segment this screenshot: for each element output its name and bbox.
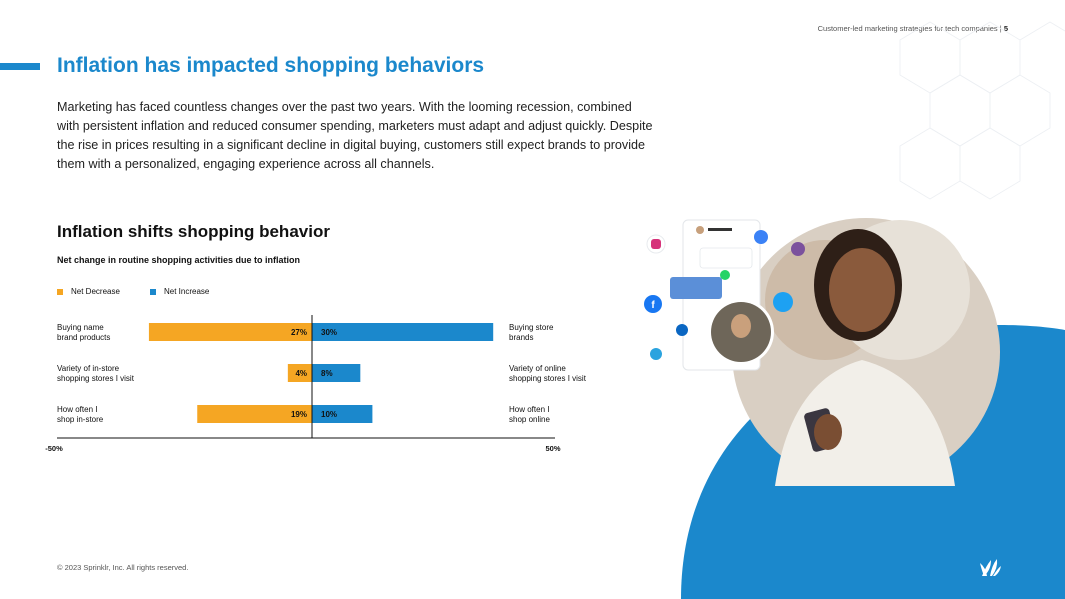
legend-swatch-decrease bbox=[57, 288, 63, 295]
bar-increase bbox=[312, 405, 373, 423]
svg-text:f: f bbox=[651, 300, 655, 311]
row-label-right: How often I bbox=[509, 405, 549, 414]
row-label-left: brand products bbox=[57, 333, 110, 342]
chart-subtitle: Net change in routine shopping activitie… bbox=[57, 255, 301, 265]
intro-paragraph: Marketing has faced countless changes ov… bbox=[57, 100, 653, 171]
row-label-left: How often I bbox=[57, 405, 97, 414]
bar-decrease bbox=[197, 405, 312, 423]
row-label-right: shop online bbox=[509, 415, 550, 424]
photo-woman-phone bbox=[732, 218, 1000, 486]
linkedin-icon bbox=[676, 324, 688, 336]
legend-label-decrease: Net Decrease bbox=[71, 287, 120, 296]
data-label-increase: 10% bbox=[321, 410, 337, 419]
legend-swatch-increase bbox=[150, 288, 156, 295]
twitter-icon bbox=[773, 292, 793, 312]
data-label-decrease: 19% bbox=[291, 410, 307, 419]
decorative-illustration: f bbox=[644, 21, 1065, 599]
messenger-icon bbox=[754, 230, 768, 244]
data-label-increase: 30% bbox=[321, 328, 337, 337]
row-label-right: brands bbox=[509, 333, 533, 342]
hex-pattern bbox=[899, 21, 1065, 200]
legend-net-increase: Net Increase bbox=[150, 287, 209, 296]
row-label-right: Buying store bbox=[509, 323, 554, 332]
chart-title: Inflation shifts shopping behavior bbox=[57, 222, 330, 241]
legend-net-decrease: Net Decrease bbox=[57, 287, 120, 296]
bar-increase bbox=[312, 364, 361, 382]
chat-app-mockup bbox=[670, 219, 774, 371]
bar-decrease bbox=[148, 323, 312, 341]
row-label-left: shopping stores I visit bbox=[57, 374, 135, 383]
bar-decrease bbox=[287, 364, 312, 382]
x-tick-label: -50% bbox=[45, 444, 63, 453]
title-accent-bar bbox=[0, 63, 40, 70]
whatsapp-icon bbox=[720, 270, 730, 280]
data-label-increase: 8% bbox=[321, 369, 333, 378]
page-title: Inflation has impacted shopping behavior… bbox=[57, 54, 485, 77]
social-icons: f bbox=[644, 230, 805, 360]
document-title: Customer-led marketing strategies for te… bbox=[817, 24, 998, 33]
row-label-right: Variety of online bbox=[509, 364, 566, 373]
legend-label-increase: Net Increase bbox=[164, 287, 210, 296]
row-label-left: Variety of in-store bbox=[57, 364, 120, 373]
row-label-right: shopping stores I visit bbox=[509, 374, 587, 383]
sprinklr-logo bbox=[980, 559, 1001, 576]
page-number: 5 bbox=[1003, 24, 1008, 33]
x-tick-label: 50% bbox=[545, 444, 560, 453]
data-label-decrease: 27% bbox=[291, 328, 307, 337]
telegram-icon bbox=[650, 348, 662, 360]
row-label-left: Buying name bbox=[57, 323, 104, 332]
facebook-icon bbox=[644, 295, 662, 313]
viber-icon bbox=[791, 242, 805, 256]
data-label-decrease: 4% bbox=[295, 369, 307, 378]
bar-increase bbox=[312, 323, 494, 341]
row-label-left: shop in-store bbox=[57, 415, 104, 424]
copyright-footer: © 2023 Sprinklr, Inc. All rights reserve… bbox=[57, 563, 189, 572]
